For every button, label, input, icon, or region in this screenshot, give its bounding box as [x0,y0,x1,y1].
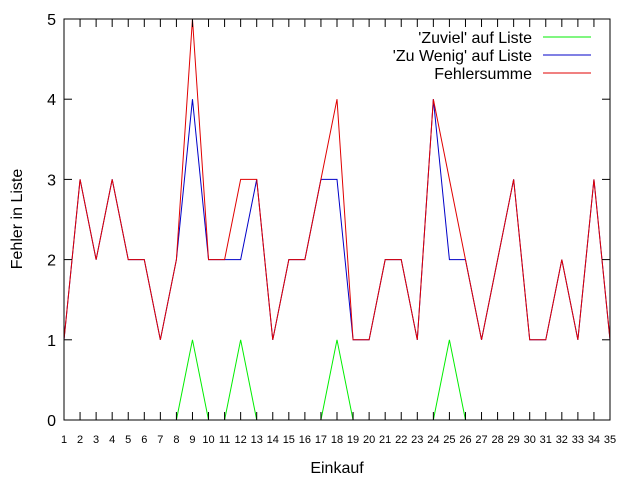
y-tick-label: 0 [47,413,56,430]
x-tick-label: 3 [93,434,99,446]
x-tick-label: 15 [283,434,295,446]
x-tick-label: 35 [604,434,616,446]
x-tick-label: 21 [379,434,391,446]
y-tick-label: 5 [47,12,56,29]
x-tick-label: 14 [267,434,279,446]
x-tick-label: 27 [475,434,487,446]
x-tick-label: 1 [61,434,67,446]
x-tick-label: 23 [411,434,423,446]
legend-label-2: 'Zu Wenig' auf Liste [393,48,532,65]
x-tick-label: 17 [315,434,327,446]
x-tick-label: 33 [572,434,584,446]
x-tick-label: 2 [77,434,83,446]
x-tick-label: 18 [331,434,343,446]
series-line-3 [63,18,611,341]
x-tick-label: 22 [395,434,407,446]
x-tick-label: 6 [141,434,147,446]
x-axis-title: Einkauf [310,460,364,477]
x-tick-label: 31 [540,434,552,446]
x-tick-label: 32 [556,434,568,446]
y-tick-label: 2 [47,253,56,270]
x-tick-label: 7 [157,434,163,446]
x-tick-label: 25 [443,434,455,446]
x-tick-label: 10 [202,434,214,446]
legend-label-3: Fehlersumme [434,66,532,83]
x-tick-label: 5 [125,434,131,446]
x-tick-label: 20 [363,434,375,446]
legend: 'Zuviel' auf Liste'Zu Wenig' auf ListeFe… [393,30,591,83]
y-axis-title: Fehler in Liste [9,169,26,270]
x-tick-label: 24 [427,434,439,446]
x-tick-label: 16 [299,434,311,446]
x-tick-label: 13 [251,434,263,446]
y-tick-label: 3 [47,172,56,189]
x-tick-label: 9 [189,434,195,446]
x-tick-label: 26 [459,434,471,446]
x-tick-label: 11 [219,434,230,446]
y-tick-label: 4 [47,92,56,109]
x-tick-label: 30 [524,434,536,446]
x-tick-label: 19 [347,434,359,446]
y-tick-label: 1 [47,333,56,350]
x-tick-label: 34 [588,434,600,446]
plot-frame [63,18,611,421]
x-tick-label: 8 [173,434,179,446]
x-tick-label: 4 [109,434,115,446]
legend-label-1: 'Zuviel' auf Liste [418,30,532,47]
x-tick-label: 28 [491,434,503,446]
x-tick-label: 29 [508,434,520,446]
x-tick-label: 12 [235,434,247,446]
